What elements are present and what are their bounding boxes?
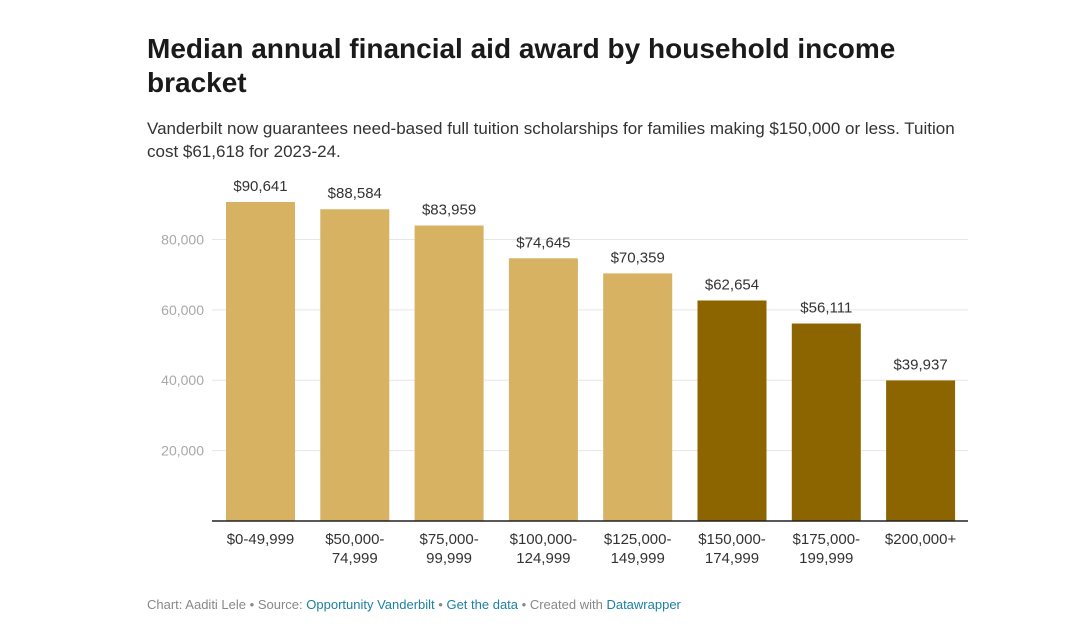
bar-value-label: $56,111 [800,300,852,317]
x-tick-label: $75,000- 99,999 [419,531,478,567]
x-tick-label-line: $0-49,999 [227,531,295,548]
x-tick-label-line: $150,000- [698,531,766,548]
bar-value-label: $62,654 [705,276,759,293]
x-tick-label: $50,000- 74,999 [325,531,384,567]
bar [697,300,767,521]
x-tick-label: $125,000- 149,999 [604,531,672,567]
footer-separator: • [438,597,443,612]
bar-value-label: $74,645 [516,234,570,251]
chart-credit: Chart: Aaditi Lele [147,597,247,612]
x-tick-label: $175,000- 199,999 [793,531,861,567]
x-tick-label-line: $100,000- [510,531,578,548]
bar-value-label: $39,937 [893,356,947,373]
x-tick-label: $150,000- 174,999 [698,531,766,567]
bar [226,202,295,521]
bar-value-label: $88,584 [328,185,382,202]
bar-value-label: $70,359 [611,249,665,266]
x-tick-label: $100,000- 124,999 [510,531,578,567]
source-link[interactable]: Opportunity Vanderbilt [306,597,435,612]
x-tick-label-line: $125,000- [604,531,672,548]
created-with-prefix: Created with [529,597,603,612]
x-tick-label-line: $200,000+ [885,531,957,548]
chart-subtitle: Vanderbilt now guarantees need-based ful… [147,119,955,161]
bar [886,380,956,521]
x-tick-label-line: $75,000- [419,531,478,548]
bar [414,225,484,522]
x-tick-label-line: 174,999 [705,550,759,567]
x-tick-label: $200,000+ [885,531,957,548]
y-tick-label: 80,000 [161,231,204,247]
bar [508,258,578,521]
x-tick-label-line: 199,999 [799,550,853,567]
bar [791,323,861,521]
chart-title: Median annual financial aid award by hou… [147,33,896,98]
bar-value-label: $83,959 [422,202,476,219]
y-tick-label: 40,000 [161,372,204,388]
get-the-data-link[interactable]: Get the data [446,597,519,612]
bar [603,273,673,521]
footer-separator: • [521,597,527,612]
x-tick-label: $0-49,999 [227,531,295,548]
x-tick-label-line: $175,000- [793,531,861,548]
x-tick-label-line: 74,999 [332,550,378,567]
x-tick-label-line: 99,999 [426,550,472,567]
chart-footer: Chart: Aaditi Lele • Source: Opportunity… [147,597,681,612]
source-prefix: Source: [257,597,303,612]
y-tick-label: 20,000 [161,443,204,459]
datawrapper-link[interactable]: Datawrapper [606,597,681,612]
x-tick-label-line: 124,999 [516,550,570,567]
x-tick-label-line: 149,999 [611,550,665,567]
bar-value-label: $90,641 [233,178,287,195]
footer-separator: • [249,597,255,612]
y-tick-label: 60,000 [161,302,204,318]
bar [320,209,390,521]
x-tick-label-line: $50,000- [325,531,384,548]
